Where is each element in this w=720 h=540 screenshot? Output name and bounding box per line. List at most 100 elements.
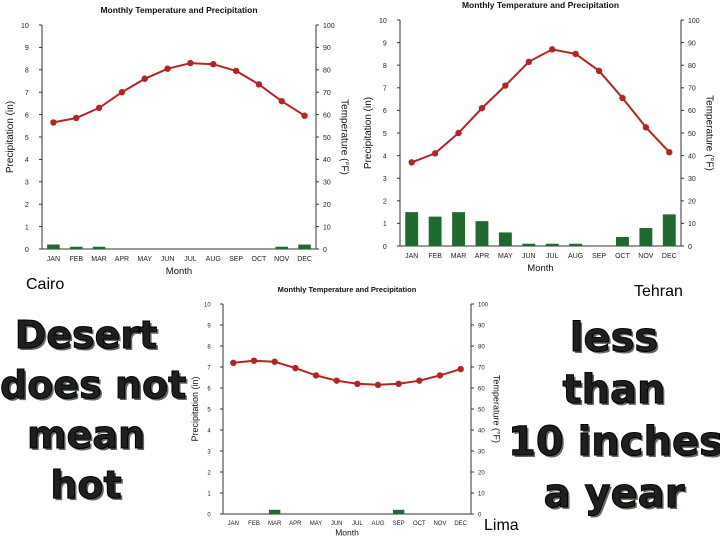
left-tick-label: 9 bbox=[383, 40, 387, 47]
right-tick-label: 70 bbox=[323, 90, 331, 97]
city-label-tehran: Tehran bbox=[634, 283, 683, 300]
temperature-point bbox=[595, 67, 603, 75]
right-tick-label: 90 bbox=[323, 45, 331, 52]
y-axis-label-right: Temperature (°F) bbox=[339, 99, 350, 175]
x-tick-label: SEP bbox=[229, 256, 243, 263]
right-tick-label: 100 bbox=[688, 18, 700, 25]
temperature-line bbox=[233, 359, 461, 386]
temperature-point bbox=[416, 377, 423, 384]
x-tick-label: FEB bbox=[69, 256, 83, 263]
x-tick-label: AUG bbox=[568, 253, 583, 260]
temperature-point bbox=[431, 150, 439, 157]
right-tick-label: 90 bbox=[688, 40, 696, 47]
x-tick-label: AUG bbox=[371, 521, 384, 527]
temperature-point bbox=[255, 81, 263, 88]
precip-bar bbox=[405, 212, 419, 246]
right-tick-label: 0 bbox=[323, 247, 327, 254]
left-tick-label: 9 bbox=[25, 45, 29, 52]
left-tick-label: 8 bbox=[207, 344, 211, 350]
temperature-point bbox=[502, 82, 509, 89]
right-tick-label: 0 bbox=[478, 512, 482, 518]
x-tick-label: SEP bbox=[592, 253, 606, 260]
temperature-point bbox=[187, 59, 194, 67]
x-tick-label: SEP bbox=[393, 521, 405, 527]
x-tick-label: JAN bbox=[228, 521, 239, 527]
right-tick-label: 30 bbox=[688, 176, 696, 183]
left-tick-label: 4 bbox=[25, 157, 29, 164]
x-tick-label: DEC bbox=[297, 256, 312, 263]
x-tick-label: JAN bbox=[47, 256, 60, 263]
precip-bar bbox=[92, 246, 106, 249]
left-tick-label: 7 bbox=[25, 90, 29, 97]
right-tick-label: 10 bbox=[688, 221, 696, 228]
x-axis-label: Month bbox=[335, 528, 359, 538]
temperature-point bbox=[50, 119, 57, 126]
temperature-point bbox=[292, 364, 299, 372]
left-tick-label: 9 bbox=[207, 323, 211, 329]
precip-bar bbox=[275, 246, 289, 249]
right-tick-label: 50 bbox=[478, 407, 485, 413]
left-tick-label: 6 bbox=[25, 112, 29, 119]
left-tick-label: 0 bbox=[25, 247, 29, 254]
y-axis-label-right: Temperature (°F) bbox=[491, 375, 501, 443]
slogan-right-line-2: than bbox=[562, 367, 666, 413]
left-tick-label: 7 bbox=[383, 86, 387, 93]
slogan-left-line-2: does not bbox=[0, 363, 187, 407]
right-tick-label: 80 bbox=[478, 344, 485, 350]
precip-bar bbox=[47, 244, 60, 249]
chart-title: Monthly Temperature and Precipitation bbox=[100, 5, 257, 15]
x-tick-label: NOV bbox=[274, 256, 290, 263]
x-tick-label: NOV bbox=[433, 521, 446, 527]
chart-cairo: Monthly Temperature and Precipitation 0 1 2… bbox=[0, 0, 360, 282]
left-tick-label: 10 bbox=[21, 23, 29, 30]
precip-bar bbox=[639, 227, 653, 246]
precip-bar bbox=[662, 214, 676, 246]
temperature-point bbox=[250, 357, 258, 364]
temperature-point bbox=[278, 97, 285, 105]
precip-bar bbox=[616, 236, 629, 246]
chart-title: Monthly Temperature and Precipitation bbox=[462, 0, 619, 10]
x-tick-label: NOV bbox=[638, 253, 654, 260]
temperature-point bbox=[525, 58, 532, 66]
left-tick-label: 3 bbox=[383, 176, 387, 183]
left-tick-label: 10 bbox=[204, 302, 211, 308]
precip-bar bbox=[298, 244, 311, 249]
right-tick-label: 60 bbox=[478, 386, 485, 392]
slogan-right-line-3: 10 inches bbox=[508, 419, 720, 465]
x-tick-label: JUN bbox=[161, 256, 175, 263]
precip-bar bbox=[268, 509, 281, 514]
right-tick-label: 20 bbox=[688, 199, 696, 206]
left-tick-label: 5 bbox=[207, 407, 211, 413]
temperature-point bbox=[457, 365, 464, 373]
left-tick-label: 10 bbox=[379, 18, 387, 25]
temperature-point bbox=[118, 89, 126, 96]
y-axis-label-right: Temperature (°F) bbox=[704, 95, 715, 171]
x-tick-label: MAY bbox=[498, 253, 513, 260]
left-tick-label: 6 bbox=[207, 386, 211, 392]
chart-lima-svg: Monthly Temperature and Precipitation 0 1 2… bbox=[190, 285, 502, 538]
chart-tehran-svg: Monthly Temperature and Precipitation 0 1 2… bbox=[363, 0, 715, 274]
right-tick-label: 40 bbox=[688, 153, 696, 160]
temperature-point bbox=[230, 359, 237, 366]
right-tick-label: 30 bbox=[323, 180, 331, 187]
x-tick-label: DEC bbox=[454, 521, 467, 527]
chart-lima: Monthly Temperature and Precipitation 0 1 2… bbox=[178, 283, 508, 540]
temperature-point bbox=[374, 381, 382, 389]
temperature-point bbox=[436, 372, 444, 379]
chart-cairo-svg: Monthly Temperature and Precipitation 0 1 2… bbox=[5, 5, 350, 277]
left-tick-label: 5 bbox=[383, 131, 387, 138]
chart-title: Monthly Temperature and Precipitation bbox=[278, 285, 417, 294]
x-tick-label: OCT bbox=[413, 521, 426, 527]
right-tick-label: 70 bbox=[688, 86, 696, 93]
left-tick-label: 8 bbox=[383, 63, 387, 70]
temperature-point bbox=[455, 129, 462, 137]
temperature-point bbox=[95, 104, 103, 112]
city-label-lima: Lima bbox=[484, 517, 519, 534]
x-tick-label: JUL bbox=[184, 256, 197, 263]
temperature-point bbox=[73, 114, 80, 122]
x-tick-label: JUL bbox=[546, 253, 559, 260]
slogan-right-line-4: a year bbox=[543, 471, 685, 517]
slogan-left-line-3: mean bbox=[26, 413, 146, 457]
x-tick-label: MAR bbox=[91, 256, 107, 263]
left-tick-label: 1 bbox=[383, 221, 387, 228]
